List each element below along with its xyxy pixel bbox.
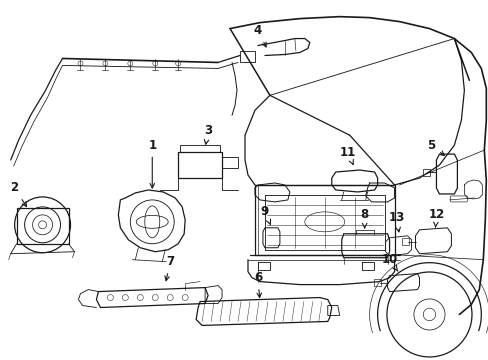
Text: 3: 3 [203, 124, 212, 144]
Text: 7: 7 [164, 255, 174, 281]
Text: 6: 6 [253, 271, 262, 297]
Text: 1: 1 [148, 139, 156, 188]
Text: 11: 11 [339, 145, 355, 165]
Text: 13: 13 [387, 211, 404, 232]
Text: 12: 12 [427, 208, 444, 227]
Text: 2: 2 [11, 181, 26, 207]
Text: 5: 5 [427, 139, 444, 156]
Text: 4: 4 [253, 24, 265, 47]
Text: 10: 10 [381, 253, 397, 271]
Text: 9: 9 [260, 205, 270, 224]
Text: 8: 8 [360, 208, 368, 228]
